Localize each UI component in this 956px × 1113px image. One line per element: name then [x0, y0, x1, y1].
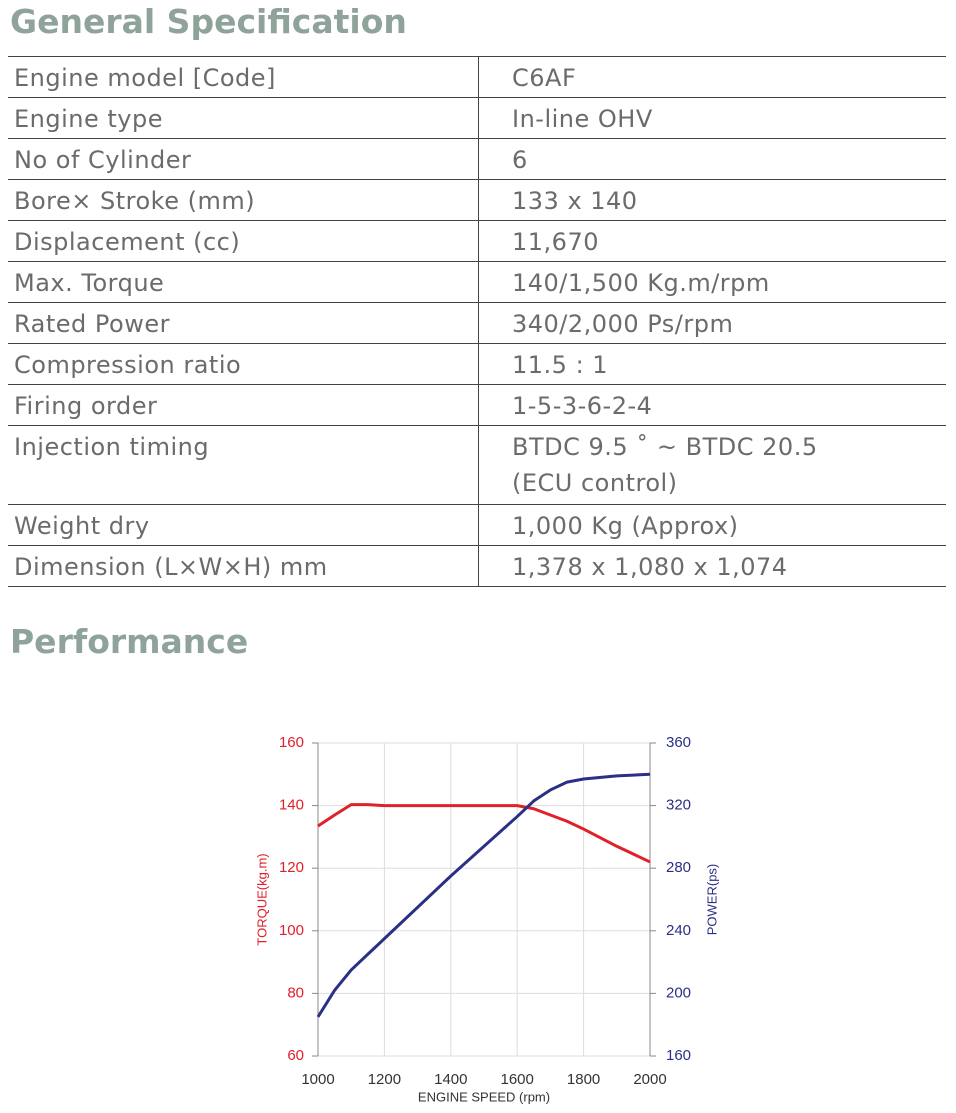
- spec-value: 11.5 : 1: [512, 351, 609, 379]
- table-row: Weight dry 1,000 Kg (Approx): [8, 505, 946, 546]
- y2-tick-label: 200: [666, 984, 691, 1001]
- x-tick-label: 1400: [434, 1071, 467, 1088]
- spec-value: 1,000 Kg (Approx): [512, 512, 739, 540]
- table-row: Bore× Stroke (mm) 133 x 140: [8, 180, 946, 221]
- spec-value-line: (ECU control): [512, 469, 678, 497]
- table-row: Displacement (cc) 11,670: [8, 221, 946, 262]
- section-title: General Specification: [10, 2, 407, 41]
- table-row: No of Cylinder 6: [8, 139, 946, 180]
- chart: 1000 1200 1400 1600 1800 2000 60 80 100 120 140 160…: [254, 734, 719, 1104]
- y-tick-label: 100: [279, 922, 304, 939]
- y2-tick-label: 320: [666, 797, 691, 814]
- spec-value-line: BTDC 9.5 ˚ ~ BTDC 20.5: [512, 433, 818, 461]
- x-tick-label: 2000: [633, 1071, 666, 1088]
- spec-label: Dimension (L×W×H) mm: [8, 546, 479, 586]
- line-series: [317, 803, 651, 864]
- table-row: Dimension (L×W×H) mm 1,378 x 1,080 x 1,07…: [8, 546, 946, 587]
- x-tick-label: 1000: [301, 1071, 334, 1088]
- table-row: Engine type In-line OHV: [8, 98, 946, 139]
- y-tick-label: 60: [287, 1047, 304, 1064]
- table-row: Injection timing BTDC 9.5 ˚ ~ BTDC 20.5 (E…: [8, 426, 946, 505]
- x-tick-label: 1800: [567, 1071, 600, 1088]
- spec-value: C6AF: [512, 64, 577, 92]
- spec-value: 1-5-3-6-2-4: [512, 392, 653, 420]
- spec-value: BTDC 9.5 ˚ ~ BTDC 20.5 (ECU control): [479, 426, 818, 504]
- y-axis-label: TORQUE(kg.m): [254, 853, 269, 945]
- spec-value: In-line OHV: [512, 105, 653, 133]
- spec-label: Displacement (cc): [8, 221, 479, 261]
- x-tick-label: 1600: [501, 1071, 534, 1088]
- spec-label: Max. Torque: [8, 262, 479, 302]
- spec-value: 133 x 140: [512, 187, 638, 215]
- y2-tick-label: 160: [666, 1047, 691, 1064]
- y-tick-label: 120: [279, 859, 304, 876]
- spec-label: No of Cylinder: [8, 139, 479, 179]
- spec-value: 1,378 x 1,080 x 1,074: [512, 553, 788, 581]
- x-tick-label: 1200: [368, 1071, 401, 1088]
- y-tick-label: 160: [279, 734, 304, 751]
- spec-label: Firing order: [8, 385, 479, 425]
- y-tick-label: 80: [287, 984, 304, 1001]
- table-row: Firing order 1-5-3-6-2-4: [8, 385, 946, 426]
- spec-value: 6: [512, 146, 528, 174]
- spec-value: 11,670: [512, 228, 599, 256]
- table-row: Max. Torque 140/1,500 Kg.m/rpm: [8, 262, 946, 303]
- spec-label: Rated Power: [8, 303, 479, 343]
- table-row: Rated Power 340/2,000 Ps/rpm: [8, 303, 946, 344]
- spec-label: Weight dry: [8, 505, 479, 545]
- spec-label: Bore× Stroke (mm): [8, 180, 479, 220]
- x-axis-label: ENGINE SPEED (rpm): [418, 1089, 550, 1104]
- table-row: Compression ratio 11.5 : 1: [8, 344, 946, 385]
- y2-tick-label: 280: [666, 859, 691, 876]
- spec-table: Engine model [Code] C6AF Engine type In-lin…: [8, 56, 946, 587]
- y-tick-label: 140: [279, 797, 304, 814]
- spec-value: 140/1,500 Kg.m/rpm: [512, 269, 770, 297]
- spec-label: Compression ratio: [8, 344, 479, 384]
- line-series: [316, 772, 651, 1018]
- y2-tick-label: 360: [666, 734, 691, 751]
- spec-label: Engine type: [8, 98, 479, 138]
- spec-label: Injection timing: [8, 426, 479, 504]
- spec-label: Engine model [Code]: [8, 57, 479, 97]
- y2-axis-label: POWER(ps): [704, 864, 719, 936]
- y2-tick-label: 240: [666, 922, 691, 939]
- section-title: Performance: [10, 622, 249, 661]
- spec-value: 340/2,000 Ps/rpm: [512, 310, 734, 338]
- table-row: Engine model [Code] C6AF: [8, 57, 946, 98]
